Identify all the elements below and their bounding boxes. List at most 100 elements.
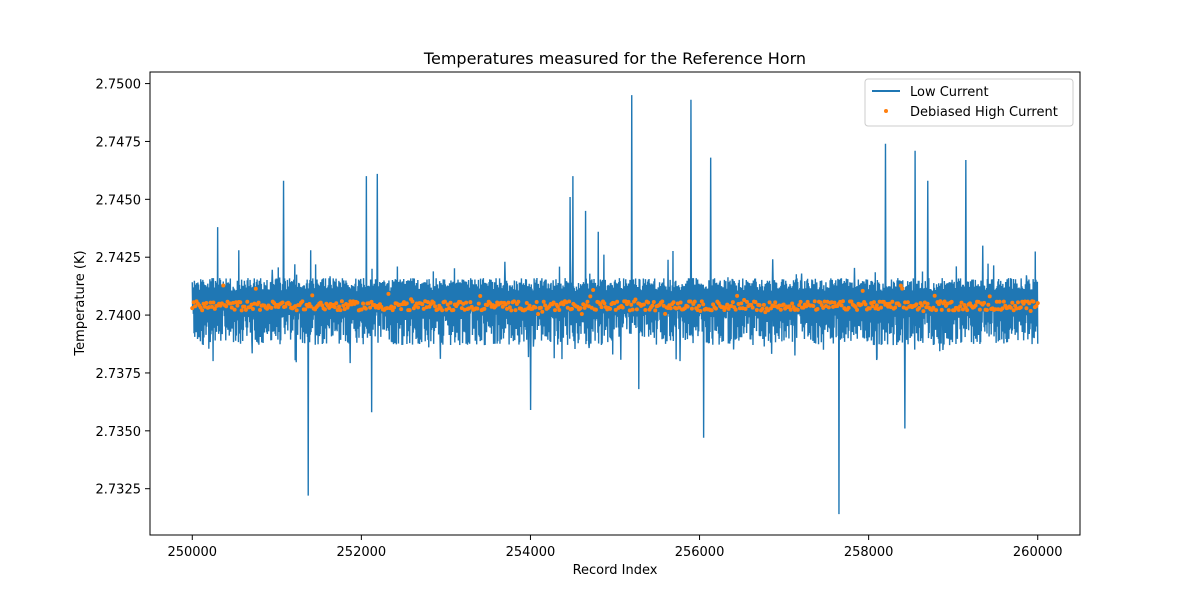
y-axis-label: Temperature (K) [73, 250, 88, 356]
y-tick-label: 2.7425 [96, 251, 142, 266]
high-current-point [211, 300, 216, 305]
high-current-point [404, 301, 409, 306]
high-current-point [232, 307, 237, 312]
x-axis: 250000 252000 254000 256000 258000 260000 [167, 535, 1063, 560]
high-current-point [348, 299, 353, 304]
high-current-point [229, 305, 234, 310]
high-current-point [615, 299, 620, 304]
high-current-point [855, 307, 860, 312]
high-current-point [500, 304, 505, 309]
high-current-point [805, 299, 810, 304]
high-current-point [946, 308, 951, 313]
high-current-point [210, 304, 215, 309]
high-current-point [1035, 301, 1040, 306]
y-tick-label: 2.7350 [96, 425, 142, 440]
high-current-point [893, 305, 898, 310]
high-current-point [890, 299, 895, 304]
high-current-point [447, 306, 452, 311]
high-current-point [448, 300, 453, 305]
high-current-point [870, 304, 875, 309]
high-current-point [599, 305, 604, 310]
high-current-point [269, 305, 274, 310]
high-current-point [442, 299, 447, 304]
high-current-point [280, 300, 285, 305]
high-current-point [294, 308, 299, 313]
high-current-point [561, 302, 566, 307]
high-current-point [982, 300, 987, 305]
high-current-point [815, 307, 820, 312]
high-current-point [931, 305, 936, 310]
plot-area [190, 95, 1040, 515]
high-current-point [925, 301, 930, 306]
high-current-point [588, 294, 593, 299]
high-current-point [634, 307, 639, 312]
high-current-point [620, 305, 625, 310]
high-current-point [900, 286, 905, 291]
legend-label-debiased-high-current: Debiased High Current [910, 105, 1058, 120]
high-current-point [934, 308, 939, 313]
high-current-point [872, 300, 876, 305]
x-tick-label: 254000 [506, 545, 556, 560]
high-current-point [567, 299, 572, 304]
high-current-point [787, 304, 792, 309]
high-current-point [653, 308, 658, 313]
high-current-point [416, 305, 421, 310]
high-current-point [200, 308, 205, 313]
high-current-point [643, 307, 648, 312]
high-current-point [553, 308, 558, 313]
chart-title: Temperatures measured for the Reference … [423, 49, 806, 68]
high-current-point [308, 304, 313, 309]
high-current-point [826, 305, 831, 310]
y-tick-label: 2.7500 [96, 78, 142, 93]
high-current-point [1015, 300, 1020, 305]
series-debiased-high-current [190, 283, 1040, 317]
high-current-point [337, 304, 342, 309]
high-current-point [250, 306, 255, 311]
high-current-point [660, 299, 665, 304]
high-current-point [591, 287, 596, 292]
high-current-point [579, 312, 584, 317]
high-current-point [239, 308, 244, 313]
high-current-point [585, 299, 590, 304]
low-current-line [191, 95, 1039, 515]
y-tick-label: 2.7475 [96, 135, 142, 150]
high-current-point [533, 305, 538, 310]
high-current-point [997, 299, 1002, 304]
high-current-point [797, 303, 802, 308]
high-current-point [272, 301, 277, 306]
high-current-point [938, 299, 943, 304]
high-current-point [956, 307, 961, 312]
high-current-point [919, 303, 924, 308]
high-current-point [224, 304, 229, 309]
high-current-point [677, 305, 682, 310]
high-current-point [543, 303, 548, 308]
high-current-point [1031, 299, 1036, 304]
high-current-point [310, 293, 315, 298]
high-current-point [939, 307, 944, 312]
high-current-point [578, 306, 583, 311]
high-current-point [1018, 305, 1023, 310]
high-current-point [760, 306, 765, 311]
high-current-point [688, 299, 693, 304]
y-tick-label: 2.7400 [96, 309, 142, 324]
high-current-point [788, 307, 793, 312]
high-current-point [363, 306, 368, 311]
high-current-point [433, 304, 438, 309]
high-current-point [235, 303, 240, 308]
high-current-point [949, 299, 954, 304]
high-current-point [399, 307, 404, 312]
high-current-point [256, 300, 261, 305]
high-current-point [795, 307, 800, 312]
high-current-point [630, 307, 635, 312]
high-current-point [513, 308, 518, 313]
high-current-point [431, 300, 436, 305]
high-current-point [942, 299, 947, 304]
high-current-point [1027, 301, 1032, 306]
high-current-point [773, 300, 778, 305]
high-current-point [650, 303, 655, 308]
high-current-point [958, 304, 963, 309]
high-current-point [541, 299, 546, 304]
high-current-point [965, 308, 970, 313]
high-current-point [692, 299, 697, 304]
high-current-point [334, 301, 339, 306]
